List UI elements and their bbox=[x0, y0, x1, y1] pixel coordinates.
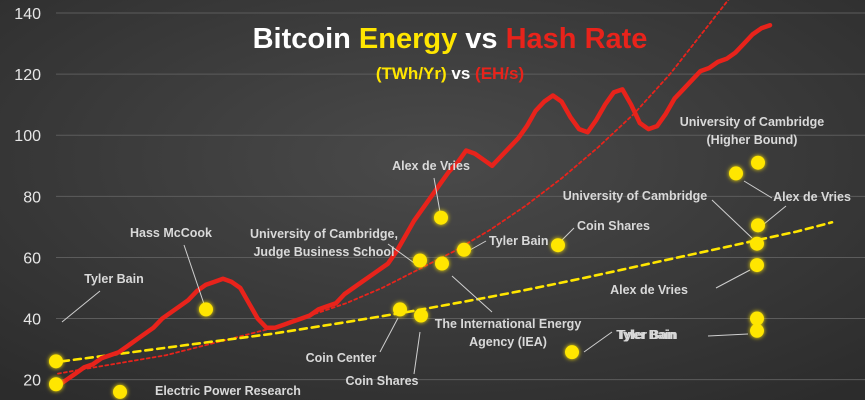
estimate-point-7 bbox=[435, 256, 449, 271]
hash-rate-trend-line bbox=[57, 0, 730, 375]
gridlines bbox=[56, 12, 865, 381]
estimate-label-5: Coin Shares bbox=[346, 374, 419, 388]
estimate-label-0-line-0: Tyler Bain bbox=[84, 272, 144, 286]
leader-line-6 bbox=[387, 243, 418, 266]
estimate-label-11-line-0: Tyler Bain bbox=[618, 328, 678, 342]
estimate-point-3 bbox=[199, 302, 213, 317]
estimate-point-11 bbox=[565, 345, 579, 360]
subtitle-part-0: (TWh/Yr) bbox=[376, 64, 447, 83]
estimate-label-7-line-0: The International Energy bbox=[435, 317, 582, 331]
estimate-label-4: Coin Center bbox=[306, 351, 377, 365]
y-tick-label-140: 140 bbox=[14, 6, 41, 23]
chart-title: Bitcoin Energy vs Hash Rate bbox=[253, 23, 648, 55]
estimate-point-12 bbox=[751, 155, 765, 170]
estimate-label-12: University of Cambridge (Higher Bound) bbox=[680, 115, 825, 147]
estimate-label-0: Tyler Bain bbox=[84, 272, 144, 286]
estimate-point-2 bbox=[113, 384, 127, 399]
leader-line-11 bbox=[583, 331, 613, 353]
leader-line-17 bbox=[707, 333, 749, 337]
estimate-label-9-line-0: Tyler Bain bbox=[489, 234, 549, 248]
hash-rate-series bbox=[55, 22, 773, 389]
estimate-label-9: Tyler Bain bbox=[489, 234, 549, 248]
subtitle-part-2: (EH/s) bbox=[475, 64, 524, 83]
estimate-point-18 bbox=[750, 323, 764, 338]
estimate-label-2: Electric Power Research bbox=[155, 384, 301, 398]
y-tick-label-100: 100 bbox=[14, 128, 41, 145]
estimate-label-6: University of Cambridge, Judge Business S… bbox=[250, 227, 398, 259]
y-axis-tick-labels: 20 40 60 80 100 120 140 bbox=[14, 6, 41, 390]
estimate-label-3-line-0: Hass McCook bbox=[130, 226, 212, 240]
leader-line-15 bbox=[711, 199, 753, 239]
y-tick-label-60: 60 bbox=[23, 250, 41, 267]
estimate-label-17: Tyler Bain bbox=[616, 328, 676, 342]
estimate-label-11: Tyler Bain bbox=[618, 328, 678, 342]
estimate-label-3: Hass McCook bbox=[130, 226, 212, 240]
estimate-label-14-line-0: Alex de Vries bbox=[773, 190, 851, 204]
estimate-label-14: Alex de Vries bbox=[773, 190, 851, 204]
y-tick-label-120: 120 bbox=[14, 67, 41, 84]
leader-line-7 bbox=[451, 275, 493, 313]
estimate-label-12-line-0: University of Cambridge bbox=[680, 115, 825, 129]
estimate-label-7-line-1: Agency (IEA) bbox=[469, 335, 547, 349]
leader-line-16 bbox=[715, 269, 751, 289]
leader-line-9 bbox=[469, 240, 487, 251]
estimate-label-6-line-0: University of Cambridge, bbox=[250, 227, 398, 241]
estimate-labels: Tyler Bain Electric Power Research Hass Mc… bbox=[84, 115, 851, 398]
estimate-point-0 bbox=[49, 354, 63, 369]
title-part-0: Bitcoin bbox=[253, 23, 359, 55]
energy-trend-line bbox=[60, 221, 834, 363]
leader-line-14 bbox=[763, 205, 787, 225]
leader-line-4 bbox=[379, 317, 399, 353]
estimate-label-16: Alex de Vries bbox=[610, 283, 688, 297]
title-part-3: Hash Rate bbox=[506, 23, 648, 55]
estimate-label-4-line-0: Coin Center bbox=[306, 351, 377, 365]
annotation-leader-lines bbox=[61, 177, 787, 375]
estimate-point-9 bbox=[457, 242, 471, 257]
estimate-point-10 bbox=[551, 238, 565, 253]
estimate-point-6 bbox=[413, 253, 427, 268]
leader-line-10 bbox=[561, 227, 575, 241]
estimate-label-16-line-0: Alex de Vries bbox=[610, 283, 688, 297]
estimate-point-13 bbox=[729, 166, 743, 181]
estimate-label-10: Coin Shares bbox=[577, 219, 650, 233]
estimate-point-4 bbox=[393, 302, 407, 317]
leader-line-13 bbox=[743, 180, 773, 199]
chart-subtitle: (TWh/Yr) vs (EH/s) bbox=[376, 64, 524, 83]
estimate-point-1 bbox=[49, 377, 63, 392]
estimate-label-15: University of Cambridge bbox=[563, 189, 708, 203]
title-part-2: vs bbox=[457, 23, 505, 55]
estimate-label-8-line-0: Alex de Vries bbox=[392, 159, 470, 173]
leader-line-8 bbox=[433, 177, 441, 213]
estimate-point-17 bbox=[750, 311, 764, 326]
y-tick-label-20: 20 bbox=[23, 373, 41, 390]
estimate-label-8: Alex de Vries bbox=[392, 159, 470, 173]
trend-lines bbox=[57, 0, 834, 375]
y-tick-label-80: 80 bbox=[23, 189, 41, 206]
hash-rate-line bbox=[55, 22, 773, 389]
estimate-point-16 bbox=[750, 258, 764, 273]
leader-line-0 bbox=[61, 290, 101, 323]
y-tick-label-40: 40 bbox=[23, 312, 41, 329]
estimate-point-8 bbox=[434, 210, 448, 225]
estimate-label-5-line-0: Coin Shares bbox=[346, 374, 419, 388]
estimate-point-15 bbox=[750, 236, 764, 251]
estimate-label-2-line-0: Electric Power Research bbox=[155, 384, 301, 398]
estimate-label-6-line-1: Judge Business School bbox=[253, 245, 394, 259]
subtitle-part-1: vs bbox=[447, 64, 475, 83]
title-part-1: Energy bbox=[359, 23, 457, 55]
estimate-label-10-line-0: Coin Shares bbox=[577, 219, 650, 233]
estimate-label-12-line-1: (Higher Bound) bbox=[707, 133, 798, 147]
leader-line-3 bbox=[183, 244, 205, 305]
estimate-label-15-line-0: University of Cambridge bbox=[563, 189, 708, 203]
estimate-label-7: The International Energy Agency (IEA) bbox=[435, 317, 582, 349]
estimate-points bbox=[49, 155, 765, 399]
estimate-label-17-line-0: Tyler Bain bbox=[616, 328, 676, 342]
estimate-point-5 bbox=[414, 308, 428, 323]
estimate-point-14 bbox=[751, 218, 765, 233]
leader-line-5 bbox=[413, 331, 421, 375]
